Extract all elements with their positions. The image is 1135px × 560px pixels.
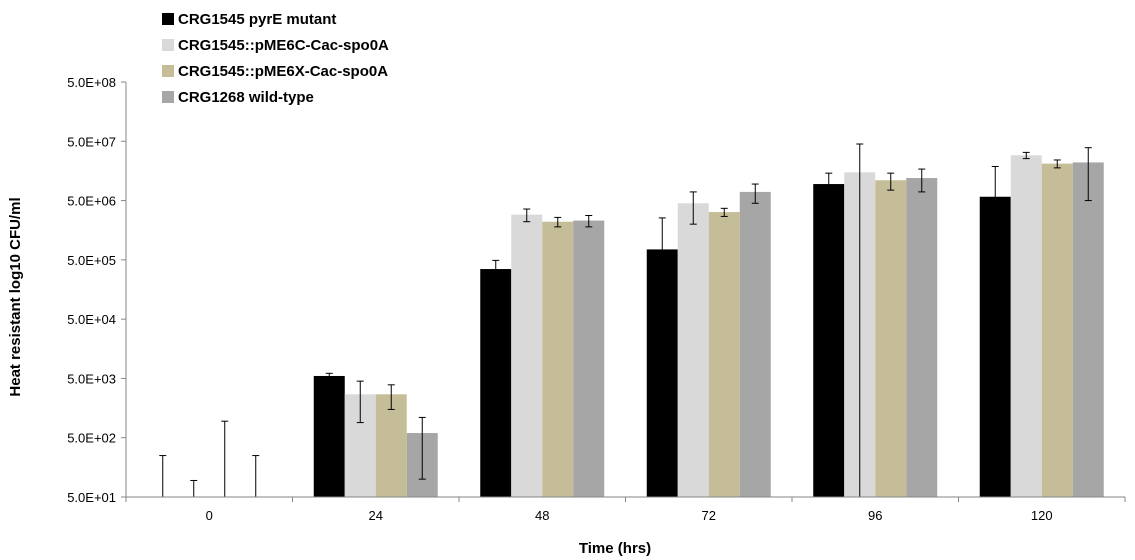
bars bbox=[313, 155, 1104, 498]
y-tick-label: 5.0E+03 bbox=[67, 371, 116, 386]
x-tick-label: 48 bbox=[535, 508, 549, 523]
y-axis-title: Heat resistant log10 CFU/ml bbox=[7, 197, 24, 396]
bar bbox=[906, 178, 938, 497]
x-tick-label: 120 bbox=[1031, 508, 1053, 523]
legend-label: CRG1545::pME6C-Cac-spo0A bbox=[178, 37, 389, 54]
legend-label: CRG1268 wild-type bbox=[178, 89, 314, 106]
bar bbox=[313, 375, 345, 497]
x-tick-label: 0 bbox=[206, 508, 213, 523]
x-tick-label: 24 bbox=[369, 508, 383, 523]
error-bars bbox=[159, 143, 1092, 497]
legend: CRG1545 pyrE mutantCRG1545::pME6C-Cac-sp… bbox=[162, 11, 389, 106]
x-tick-label: 96 bbox=[868, 508, 882, 523]
y-tick-label: 5.0E+05 bbox=[67, 253, 116, 268]
legend-label: CRG1545 pyrE mutant bbox=[178, 11, 336, 28]
legend-label: CRG1545::pME6X-Cac-spo0A bbox=[178, 63, 388, 80]
bar bbox=[542, 221, 574, 497]
y-tick-label: 5.0E+04 bbox=[67, 312, 116, 327]
y-tick-label: 5.0E+02 bbox=[67, 431, 116, 446]
bar bbox=[511, 214, 543, 497]
axes: 5.0E+01 5.0E+02 5.0E+03 5.0E+04 5.0E+05 5.0E+… bbox=[67, 75, 1126, 523]
bar bbox=[480, 269, 512, 497]
bar bbox=[1072, 162, 1104, 497]
bar bbox=[813, 184, 845, 497]
y-tick-label: 5.0E+08 bbox=[67, 75, 116, 90]
y-tick-label: 5.0E+06 bbox=[67, 194, 116, 209]
bar bbox=[875, 180, 907, 497]
bar bbox=[708, 212, 740, 497]
legend-swatch bbox=[162, 39, 174, 51]
x-tick-label: 72 bbox=[702, 508, 716, 523]
bar bbox=[739, 191, 771, 497]
bar bbox=[1041, 163, 1073, 497]
legend-swatch bbox=[162, 65, 174, 77]
legend-swatch bbox=[162, 13, 174, 25]
y-tick-label: 5.0E+01 bbox=[67, 490, 116, 505]
x-axis-title: Time (hrs) bbox=[579, 540, 651, 557]
bar bbox=[677, 203, 709, 498]
bar bbox=[375, 394, 407, 497]
bar bbox=[1010, 155, 1042, 498]
bar bbox=[573, 220, 605, 498]
y-tick-label: 5.0E+07 bbox=[67, 134, 116, 149]
legend-swatch bbox=[162, 91, 174, 103]
